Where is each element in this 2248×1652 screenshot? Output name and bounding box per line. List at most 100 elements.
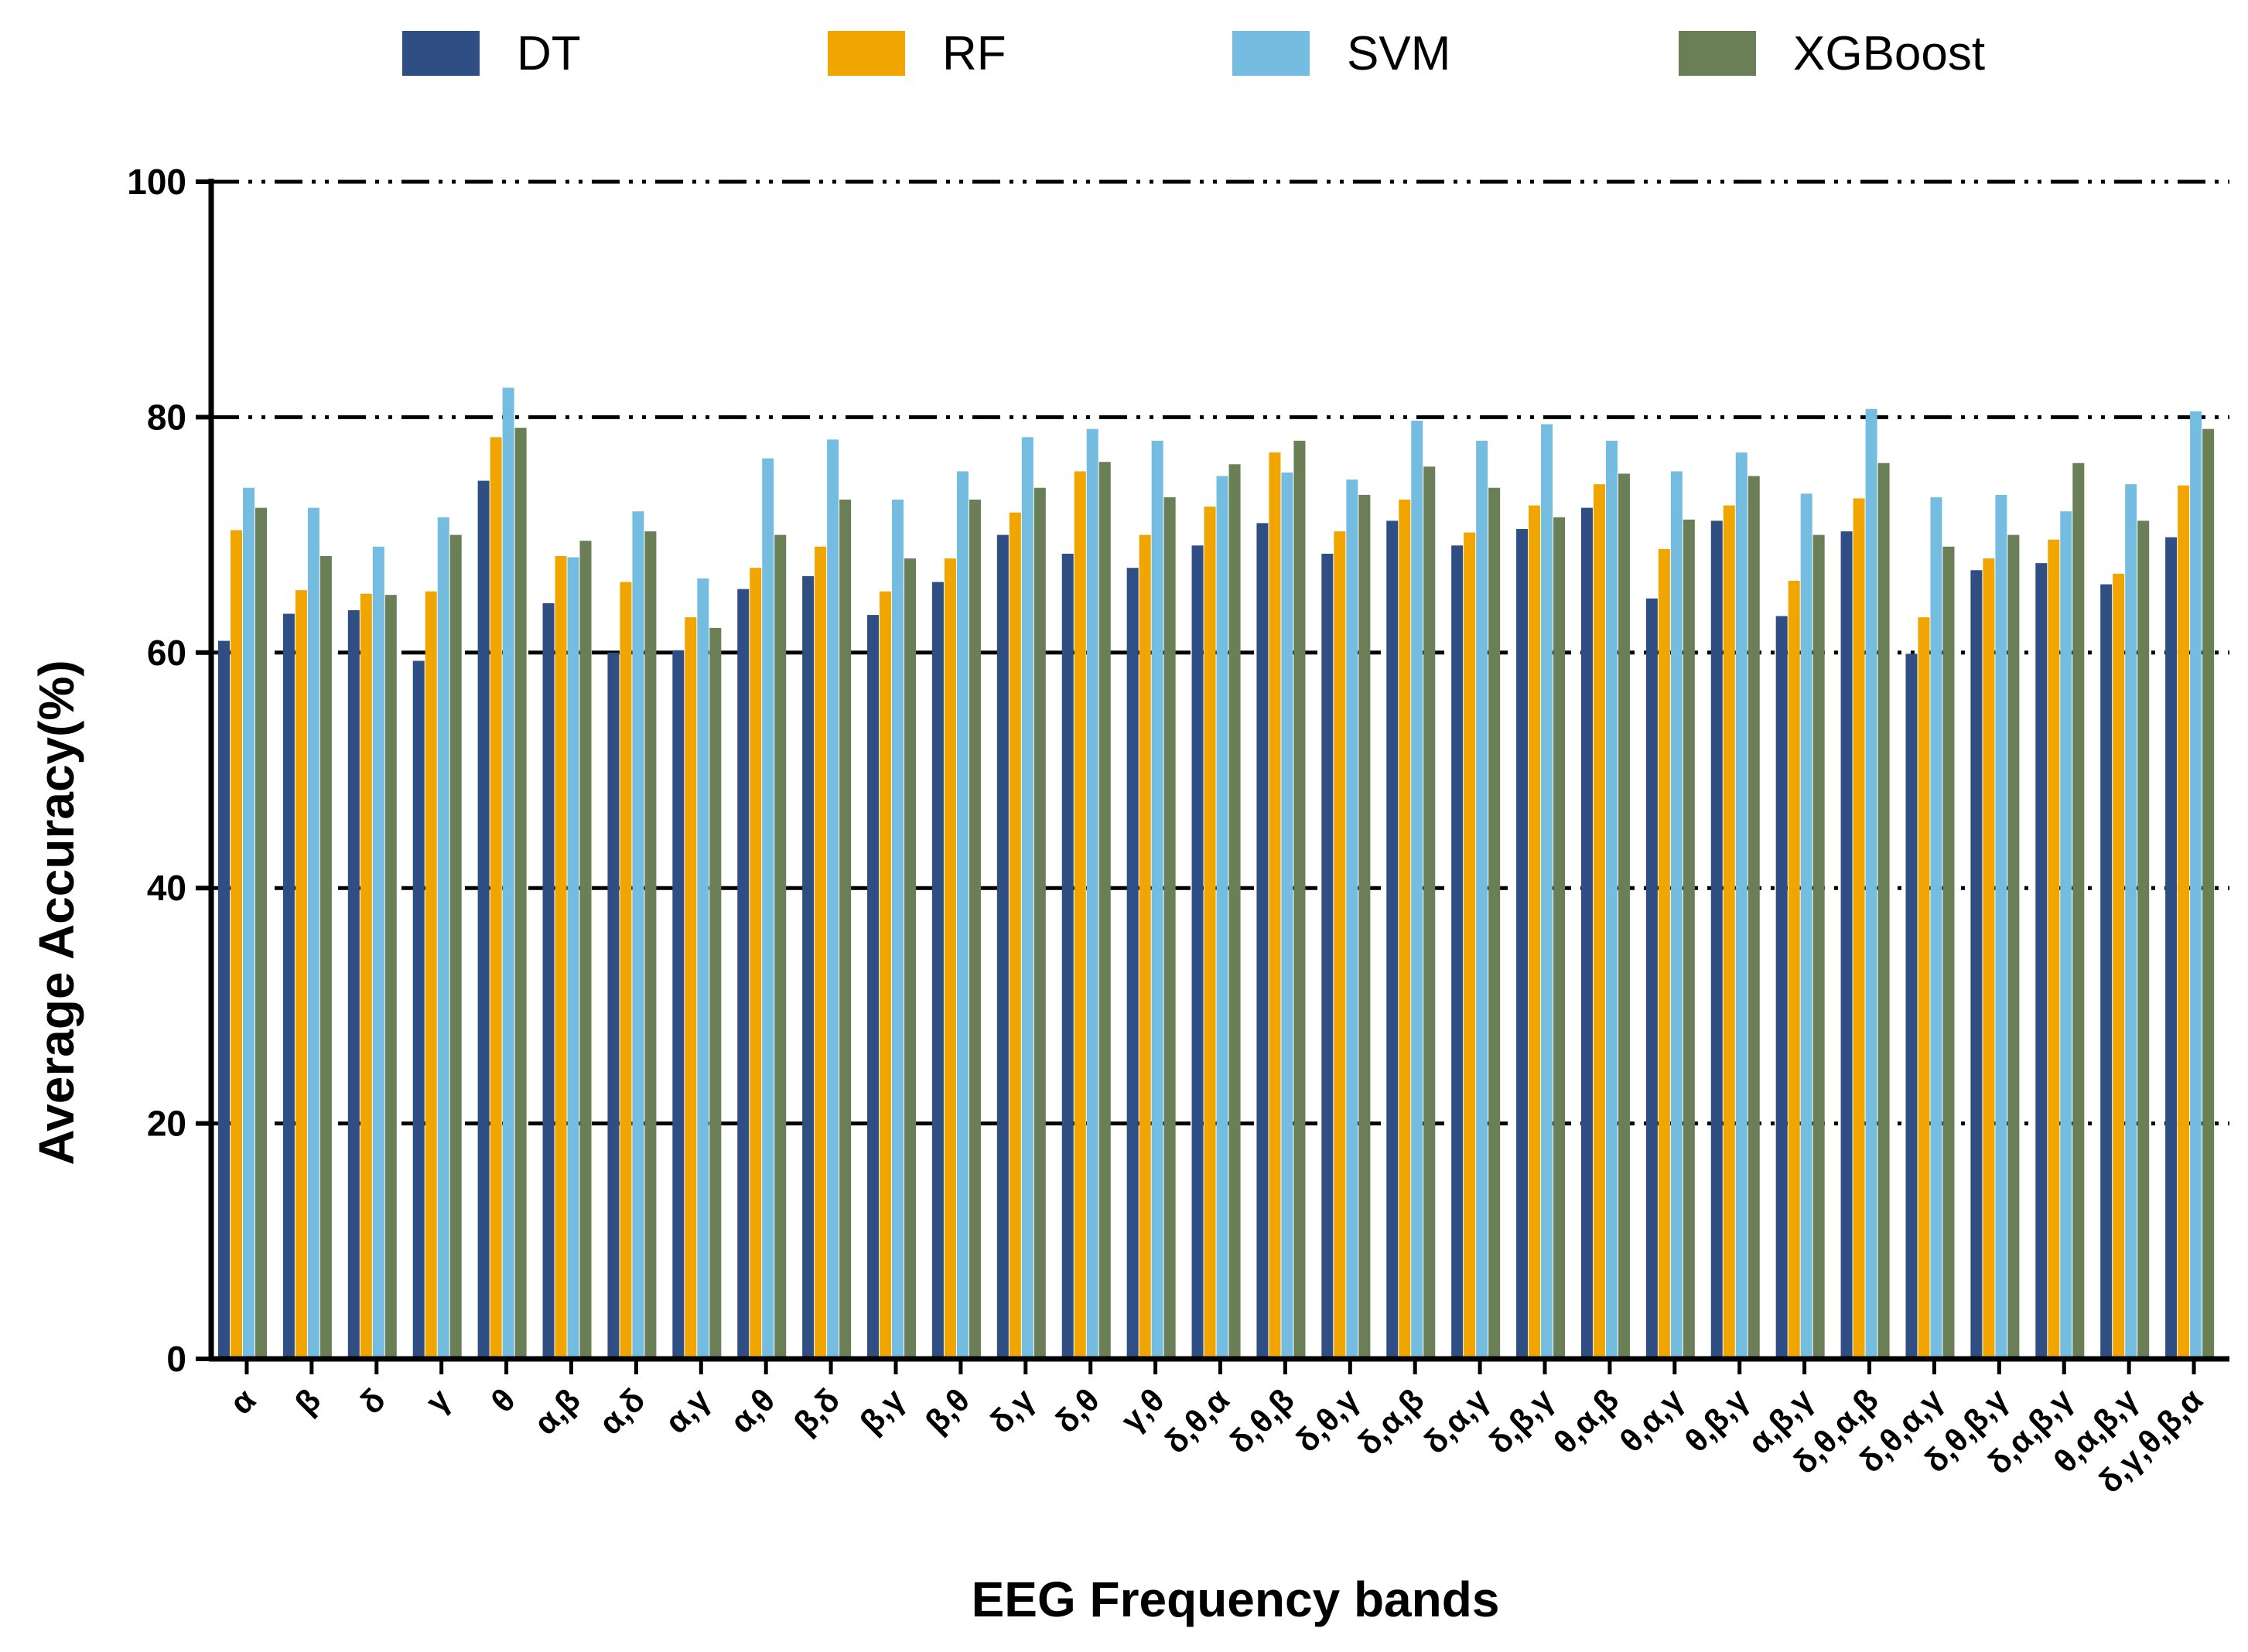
x-tick-label-18: δ,α,β [1350, 1381, 1430, 1462]
bar-svm-2 [372, 546, 384, 1359]
bar-xgboost-7 [709, 627, 722, 1359]
bar-dt-11 [931, 582, 944, 1359]
x-tick-label-4: θ [484, 1381, 522, 1419]
bar-xgboost-3 [449, 534, 462, 1359]
bar-xgboost-29 [2137, 521, 2150, 1359]
bar-xgboost-13 [1098, 462, 1111, 1359]
bar-rf-28 [2048, 539, 2060, 1360]
bar-dt-6 [607, 652, 620, 1359]
x-tick-label-22: θ,α,γ [1613, 1381, 1691, 1459]
bar-rf-6 [620, 582, 632, 1359]
bar-rf-22 [1658, 548, 1670, 1359]
bar-rf-7 [685, 617, 697, 1359]
bar-dt-18 [1386, 521, 1399, 1359]
bar-xgboost-20 [1553, 517, 1566, 1359]
bar-dt-10 [867, 615, 880, 1359]
bar-svm-9 [827, 439, 839, 1359]
bar-svm-18 [1411, 420, 1423, 1359]
x-tick-label-3: γ [419, 1381, 457, 1420]
bar-xgboost-27 [2007, 534, 2020, 1359]
y-tick-label-60: 60 [147, 633, 186, 673]
bar-rf-25 [1853, 498, 1865, 1360]
legend-label-rf: RF [942, 27, 1006, 80]
bar-dt-7 [672, 650, 685, 1359]
bar-xgboost-19 [1488, 487, 1501, 1359]
bar-dt-19 [1451, 545, 1464, 1359]
bar-svm-10 [892, 499, 904, 1360]
bar-rf-5 [555, 556, 567, 1359]
x-tick-label-21: θ,α,β [1546, 1381, 1625, 1460]
legend-label-svm: SVM [1347, 27, 1450, 80]
x-tick-label-12: δ,γ [982, 1381, 1041, 1440]
x-tick-label-9: β,δ [787, 1381, 847, 1442]
bar-rf-19 [1464, 532, 1476, 1359]
bar-xgboost-25 [1877, 462, 1890, 1359]
bar-svm-19 [1476, 440, 1488, 1359]
bar-svm-5 [567, 557, 579, 1359]
bar-xgboost-15 [1228, 464, 1241, 1359]
bar-dt-9 [802, 575, 815, 1359]
bar-xgboost-17 [1358, 494, 1371, 1359]
bar-dt-4 [477, 480, 490, 1359]
bar-dt-20 [1516, 528, 1529, 1359]
bar-xgboost-4 [514, 428, 527, 1359]
bar-dt-8 [737, 589, 750, 1359]
bar-dt-2 [347, 610, 360, 1359]
bar-xgboost-30 [2202, 428, 2215, 1359]
bar-rf-24 [1788, 580, 1800, 1359]
bar-svm-15 [1216, 476, 1228, 1359]
bar-dt-26 [1905, 654, 1918, 1359]
bar-xgboost-14 [1163, 497, 1176, 1359]
bar-svm-29 [2125, 484, 2137, 1359]
x-tick-label-0: α [223, 1381, 263, 1422]
bar-svm-0 [243, 487, 255, 1359]
bar-dt-23 [1710, 521, 1723, 1359]
bar-svm-14 [1151, 440, 1163, 1359]
bar-dt-16 [1256, 523, 1269, 1359]
bar-rf-12 [1009, 512, 1021, 1360]
y-tick-label-100: 100 [127, 162, 186, 202]
bar-svm-17 [1346, 480, 1358, 1359]
bar-svm-11 [956, 471, 969, 1360]
bar-dt-21 [1580, 507, 1593, 1359]
bar-xgboost-11 [969, 499, 981, 1360]
bar-xgboost-22 [1683, 519, 1695, 1359]
x-tick-label-6: α,δ [592, 1381, 652, 1442]
x-tick-label-23: θ,β,γ [1678, 1381, 1756, 1459]
bar-rf-3 [425, 591, 437, 1359]
bar-xgboost-5 [579, 541, 592, 1360]
bar-rf-27 [1983, 558, 1995, 1359]
bars [218, 387, 2215, 1360]
bar-svm-24 [1800, 493, 1812, 1359]
bar-svm-23 [1735, 452, 1747, 1359]
bar-dt-17 [1321, 553, 1334, 1360]
bar-dt-12 [996, 534, 1009, 1359]
bar-rf-0 [231, 530, 242, 1359]
y-axis-title: Average Accuracy(%) [29, 660, 84, 1165]
bar-xgboost-18 [1423, 466, 1436, 1359]
bar-svm-16 [1281, 472, 1293, 1360]
bar-dt-27 [1970, 570, 1983, 1359]
bar-svm-30 [2190, 411, 2202, 1359]
y-tick-label-20: 20 [147, 1104, 186, 1144]
bar-svm-25 [1865, 408, 1877, 1359]
bar-xgboost-28 [2072, 462, 2085, 1359]
bar-rf-14 [1139, 534, 1151, 1359]
bar-xgboost-26 [1942, 546, 1955, 1359]
bar-svm-27 [1995, 494, 2007, 1359]
bar-rf-29 [2113, 573, 2125, 1359]
bar-rf-8 [750, 568, 762, 1359]
bar-xgboost-21 [1618, 473, 1630, 1360]
bar-xgboost-10 [904, 558, 917, 1359]
bar-rf-4 [490, 437, 502, 1359]
bar-rf-10 [880, 591, 892, 1359]
bar-dt-15 [1191, 545, 1204, 1359]
x-tick-label-15: δ,θ,α [1157, 1381, 1236, 1460]
legend-label-xgboost: XGBoost [1793, 27, 1985, 80]
bar-rf-16 [1269, 452, 1281, 1359]
bar-rf-21 [1593, 484, 1605, 1359]
bar-rf-23 [1723, 505, 1735, 1359]
bar-dt-3 [412, 660, 425, 1359]
bar-rf-9 [815, 546, 827, 1359]
